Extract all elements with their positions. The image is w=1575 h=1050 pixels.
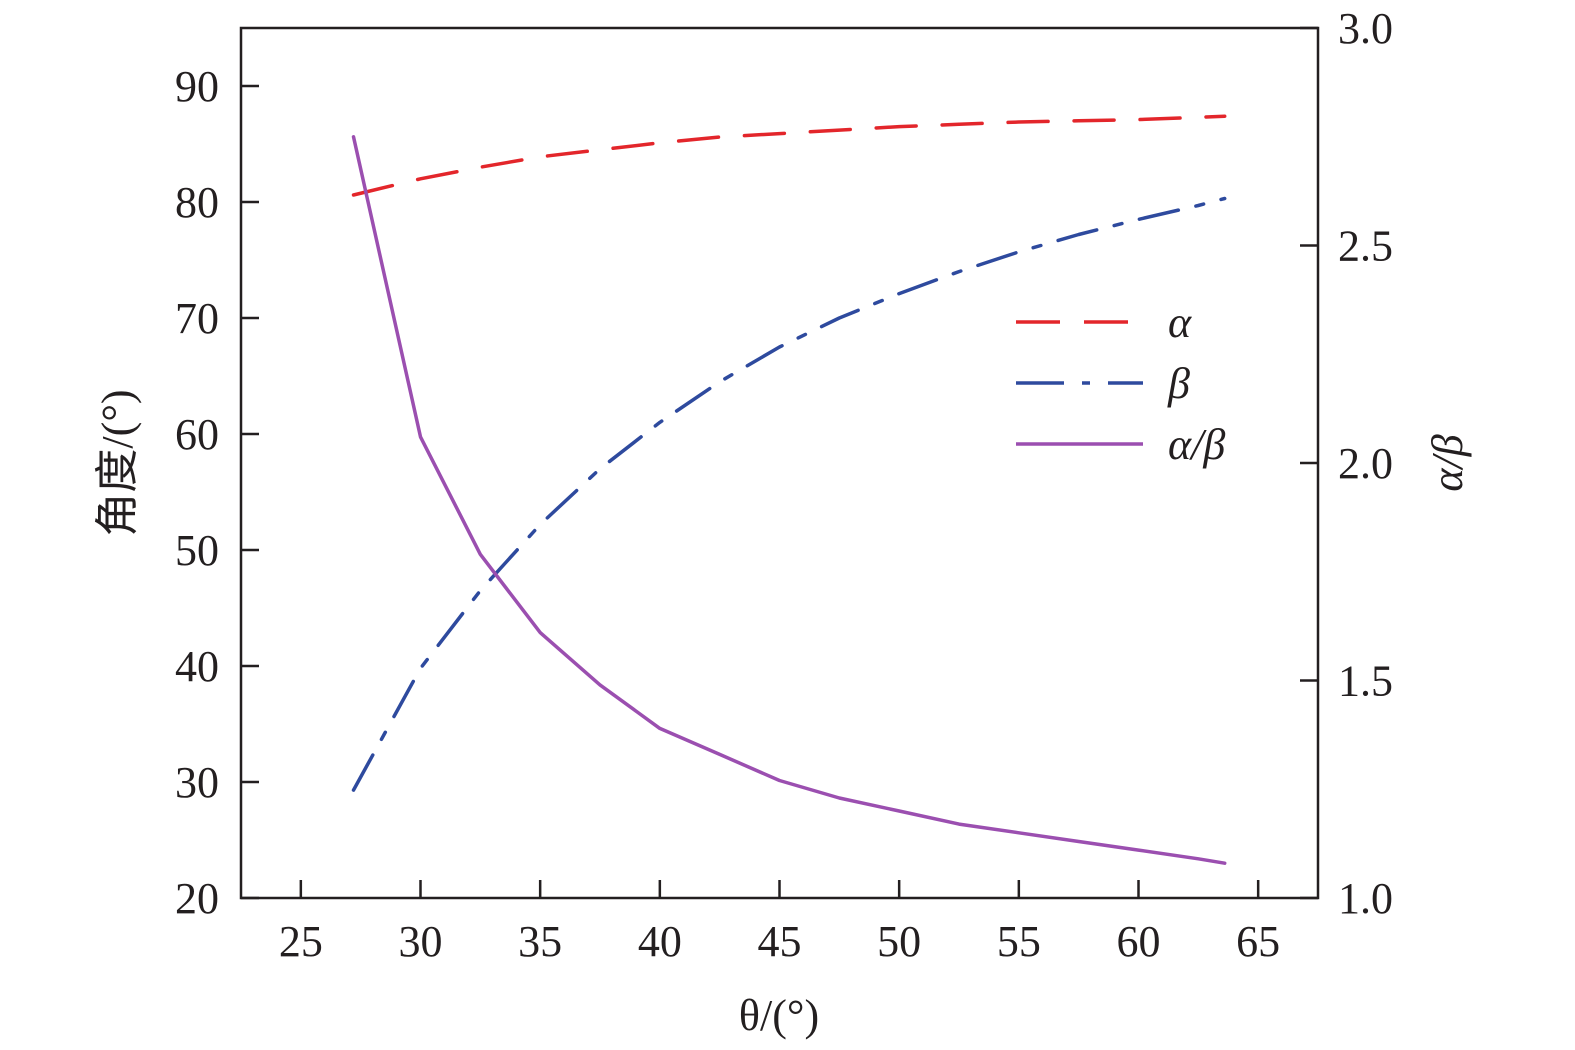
y-right-tick-label: 3.0 <box>1338 4 1393 53</box>
plot-frame <box>239 26 1320 900</box>
x-tick-label: 55 <box>997 917 1041 966</box>
x-tick-label: 60 <box>1117 917 1161 966</box>
y-left-tick-label: 40 <box>175 642 219 691</box>
y-right-axis-ticks: 1.0 1.5 2.0 2.5 3.0 <box>1300 4 1393 923</box>
x-tick-label: 50 <box>877 917 921 966</box>
series-line-1 <box>351 196 1227 792</box>
y-right-tick-label: 1.0 <box>1338 874 1393 923</box>
y-right-tick-label: 1.5 <box>1338 657 1393 706</box>
x-tick-label: 65 <box>1236 917 1280 966</box>
legend-label: α/β <box>1168 420 1225 469</box>
legend-label: β <box>1167 359 1190 408</box>
y-left-tick-label: 70 <box>175 294 219 343</box>
x-tick-label: 30 <box>399 917 443 966</box>
legend: αβ α/β <box>1016 298 1225 469</box>
x-axis-ticks: 25 30 35 40 45 50 55 60 65 <box>279 880 1280 966</box>
y-right-axis-title: α/β <box>1423 434 1472 491</box>
y-left-tick-label: 90 <box>175 62 219 111</box>
x-axis-title: θ/(°) <box>739 991 819 1040</box>
series-line-2 <box>351 135 1227 865</box>
y-left-tick-label: 30 <box>175 758 219 807</box>
y-right-tick-label: 2.5 <box>1338 222 1393 271</box>
y-left-tick-label: 20 <box>175 874 219 923</box>
y-left-tick-label: 60 <box>175 410 219 459</box>
y-right-tick-label: 2.0 <box>1338 439 1393 488</box>
x-tick-label: 25 <box>279 917 323 966</box>
y-left-tick-label: 80 <box>175 178 219 227</box>
series-layer <box>351 114 1227 865</box>
y-left-axis-title: 角度/(°) <box>93 389 142 536</box>
y-left-tick-label: 50 <box>175 526 219 575</box>
legend-label: α <box>1168 298 1192 347</box>
x-tick-label: 35 <box>518 917 562 966</box>
x-tick-label: 40 <box>638 917 682 966</box>
x-tick-label: 45 <box>758 917 802 966</box>
y-left-axis-ticks: 20 30 40 50 60 70 80 90 <box>175 62 259 923</box>
series-line-0 <box>351 114 1227 197</box>
